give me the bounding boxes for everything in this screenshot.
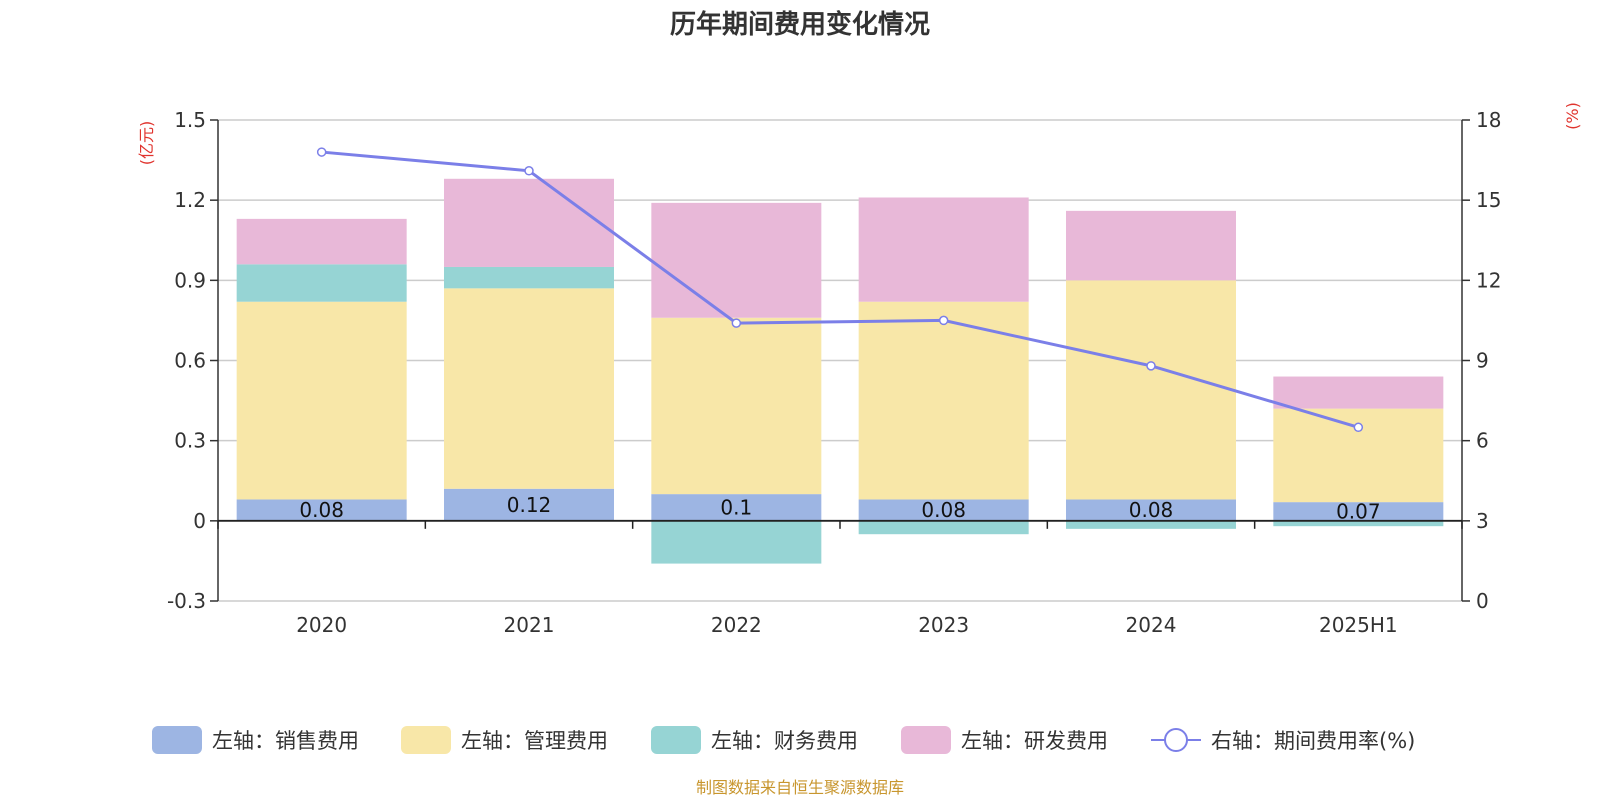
bar-segment [444, 178, 614, 267]
right-tick-label: 0 [1476, 589, 1489, 613]
legend-marker [1164, 728, 1188, 752]
left-tick-label: 0.9 [174, 268, 206, 292]
right-tick-label: 3 [1476, 509, 1489, 533]
legend-label: 左轴：销售费用 [212, 729, 359, 753]
legend: 左轴：销售费用 左轴：管理费用 左轴：财务费用 左轴：研发费用 右轴：期间费用率(%) [152, 726, 1415, 754]
legend-swatch [651, 726, 701, 754]
bar-segment [651, 202, 822, 318]
source-note: 制图数据来自恒生聚源数据库 [696, 778, 904, 797]
bar-segment [1273, 376, 1444, 409]
bar-data-label: 0.08 [1129, 498, 1174, 522]
rate-point [1353, 422, 1364, 433]
bar-segment [651, 317, 822, 495]
bar-segment [858, 301, 1029, 500]
legend-label: 左轴：管理费用 [461, 729, 608, 753]
rate-point [1146, 361, 1156, 371]
bar-segment [1273, 520, 1444, 527]
grid-lines [218, 119, 1462, 602]
bar-segment [1066, 499, 1236, 521]
x-tick-label: 2025H1 [1319, 613, 1398, 637]
left-axis-unit: (亿元) [137, 121, 156, 166]
right-axis-unit: (%) [1563, 102, 1582, 130]
left-tick-label: 0 [193, 509, 206, 533]
bar-data-label: 0.1 [720, 495, 752, 519]
bar-segment [1066, 210, 1236, 281]
left-tick-label: 0.3 [174, 429, 206, 453]
bar-segment [858, 499, 1029, 521]
right-tick-label: 6 [1476, 429, 1489, 453]
legend-swatch [401, 726, 451, 754]
x-tick-label: 2021 [504, 613, 555, 637]
bar-segment [858, 197, 1029, 302]
bar-segment [444, 488, 614, 521]
legend-label: 右轴：期间费用率(%) [1211, 729, 1415, 753]
bar-segment [444, 266, 614, 289]
data-labels: 0.08 0.12 0.1 0.08 0.08 0.07 [299, 493, 1380, 524]
bar-data-label: 0.08 [299, 498, 344, 522]
bar-segment [236, 499, 407, 521]
bar-segment [1273, 502, 1444, 521]
x-tick-label: 2020 [296, 613, 347, 637]
x-tick-label: 2022 [711, 613, 762, 637]
rate-line-series [316, 147, 1364, 433]
left-tick-label: 0.6 [174, 349, 206, 373]
bar-segment [236, 301, 407, 500]
right-tick-label: 15 [1476, 188, 1501, 212]
x-tick-label: 2024 [1126, 613, 1177, 637]
axes: -0.3 0 0.3 0.6 0.9 1.2 1.5 0 3 6 9 12 15 18 2020 2021 20… [167, 108, 1501, 637]
x-tick-label: 2023 [918, 613, 969, 637]
legend-swatch [152, 726, 202, 754]
bar-data-label: 0.07 [1336, 499, 1381, 523]
bar-segment [651, 494, 822, 521]
legend-label: 左轴：研发费用 [961, 729, 1108, 753]
bar-segment [858, 520, 1029, 535]
legend-label: 左轴：财务费用 [711, 729, 858, 753]
bar-segment [651, 520, 822, 564]
bar-segment [236, 218, 407, 265]
bar-series [236, 178, 1444, 564]
left-tick-label: 1.5 [174, 108, 206, 132]
rate-point [938, 315, 949, 326]
right-tick-label: 12 [1476, 268, 1501, 292]
rate-point [524, 166, 534, 176]
bar-data-label: 0.12 [507, 493, 552, 517]
bar-segment [444, 288, 614, 489]
bar-data-label: 0.08 [921, 498, 966, 522]
bar-segment [236, 264, 407, 302]
right-tick-label: 18 [1476, 108, 1501, 132]
chart-title: 历年期间费用变化情况 [670, 9, 930, 40]
bar-segment [1066, 520, 1236, 529]
rate-point [731, 318, 742, 328]
right-tick-label: 9 [1476, 349, 1489, 373]
bar-segment [1066, 280, 1236, 500]
left-tick-label: 1.2 [174, 188, 206, 212]
left-tick-label: -0.3 [167, 589, 206, 613]
legend-swatch [901, 726, 951, 754]
rate-line [321, 150, 1359, 429]
rate-point [316, 147, 327, 157]
